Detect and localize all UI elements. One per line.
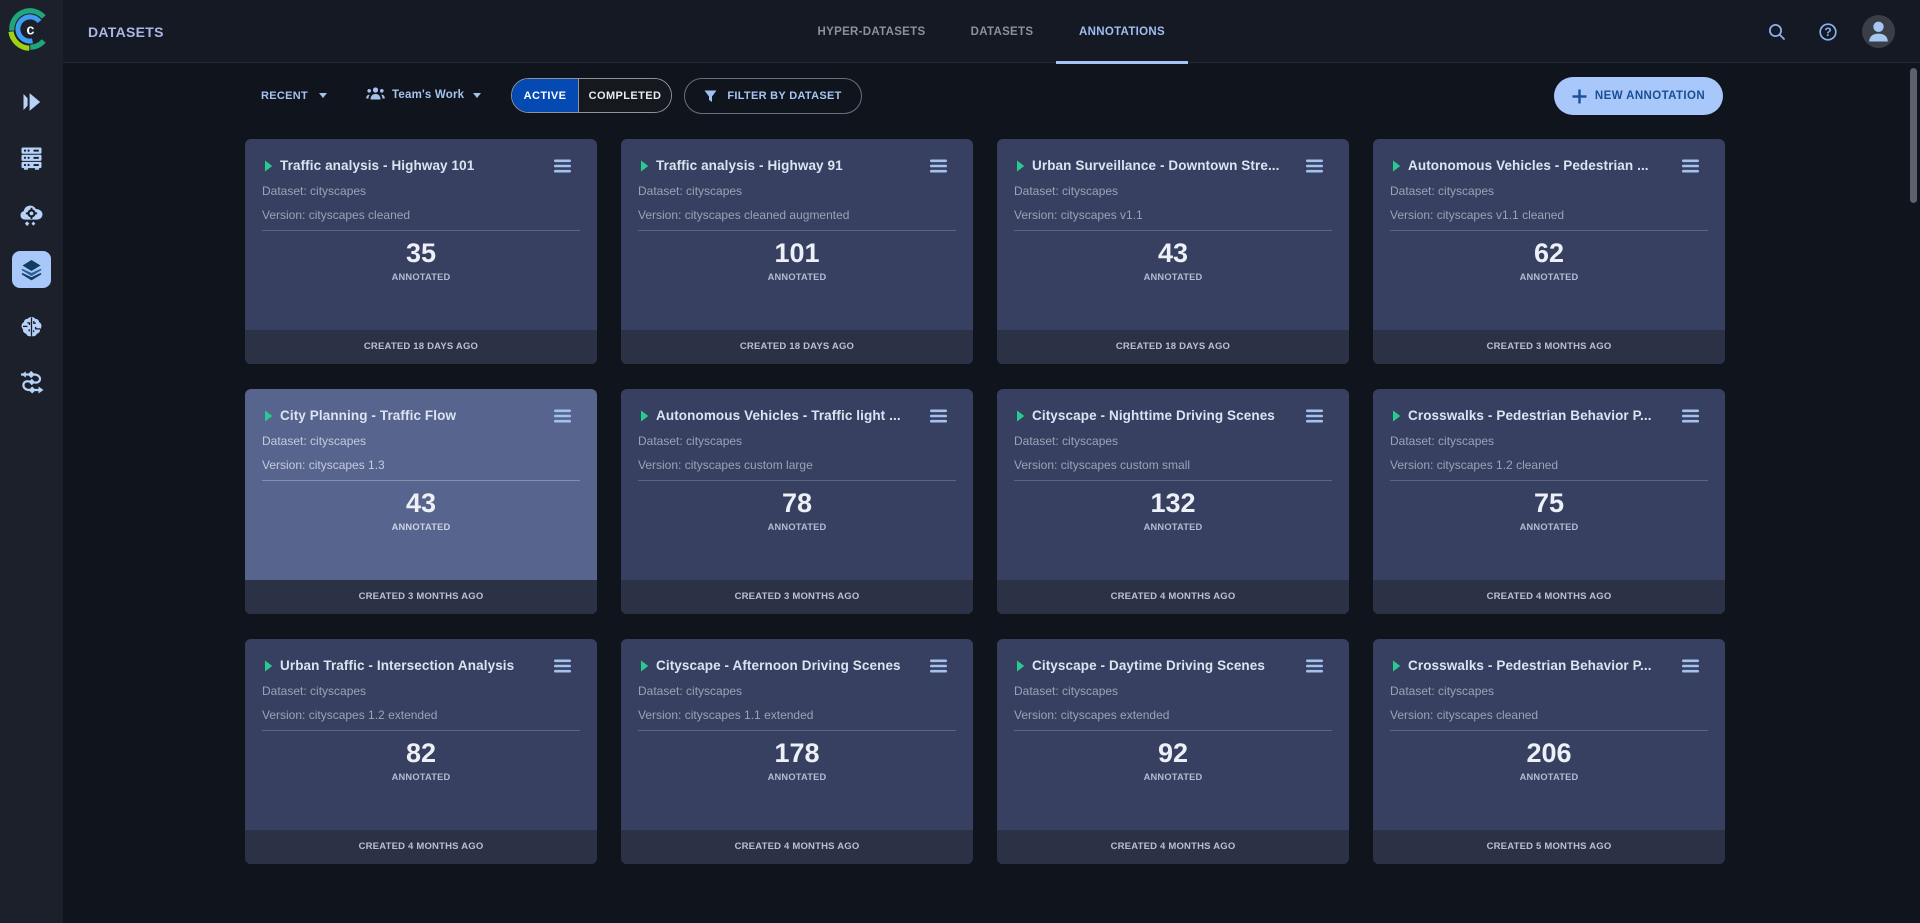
- svg-text:c: c: [26, 23, 34, 39]
- svg-text:?: ?: [1824, 25, 1831, 39]
